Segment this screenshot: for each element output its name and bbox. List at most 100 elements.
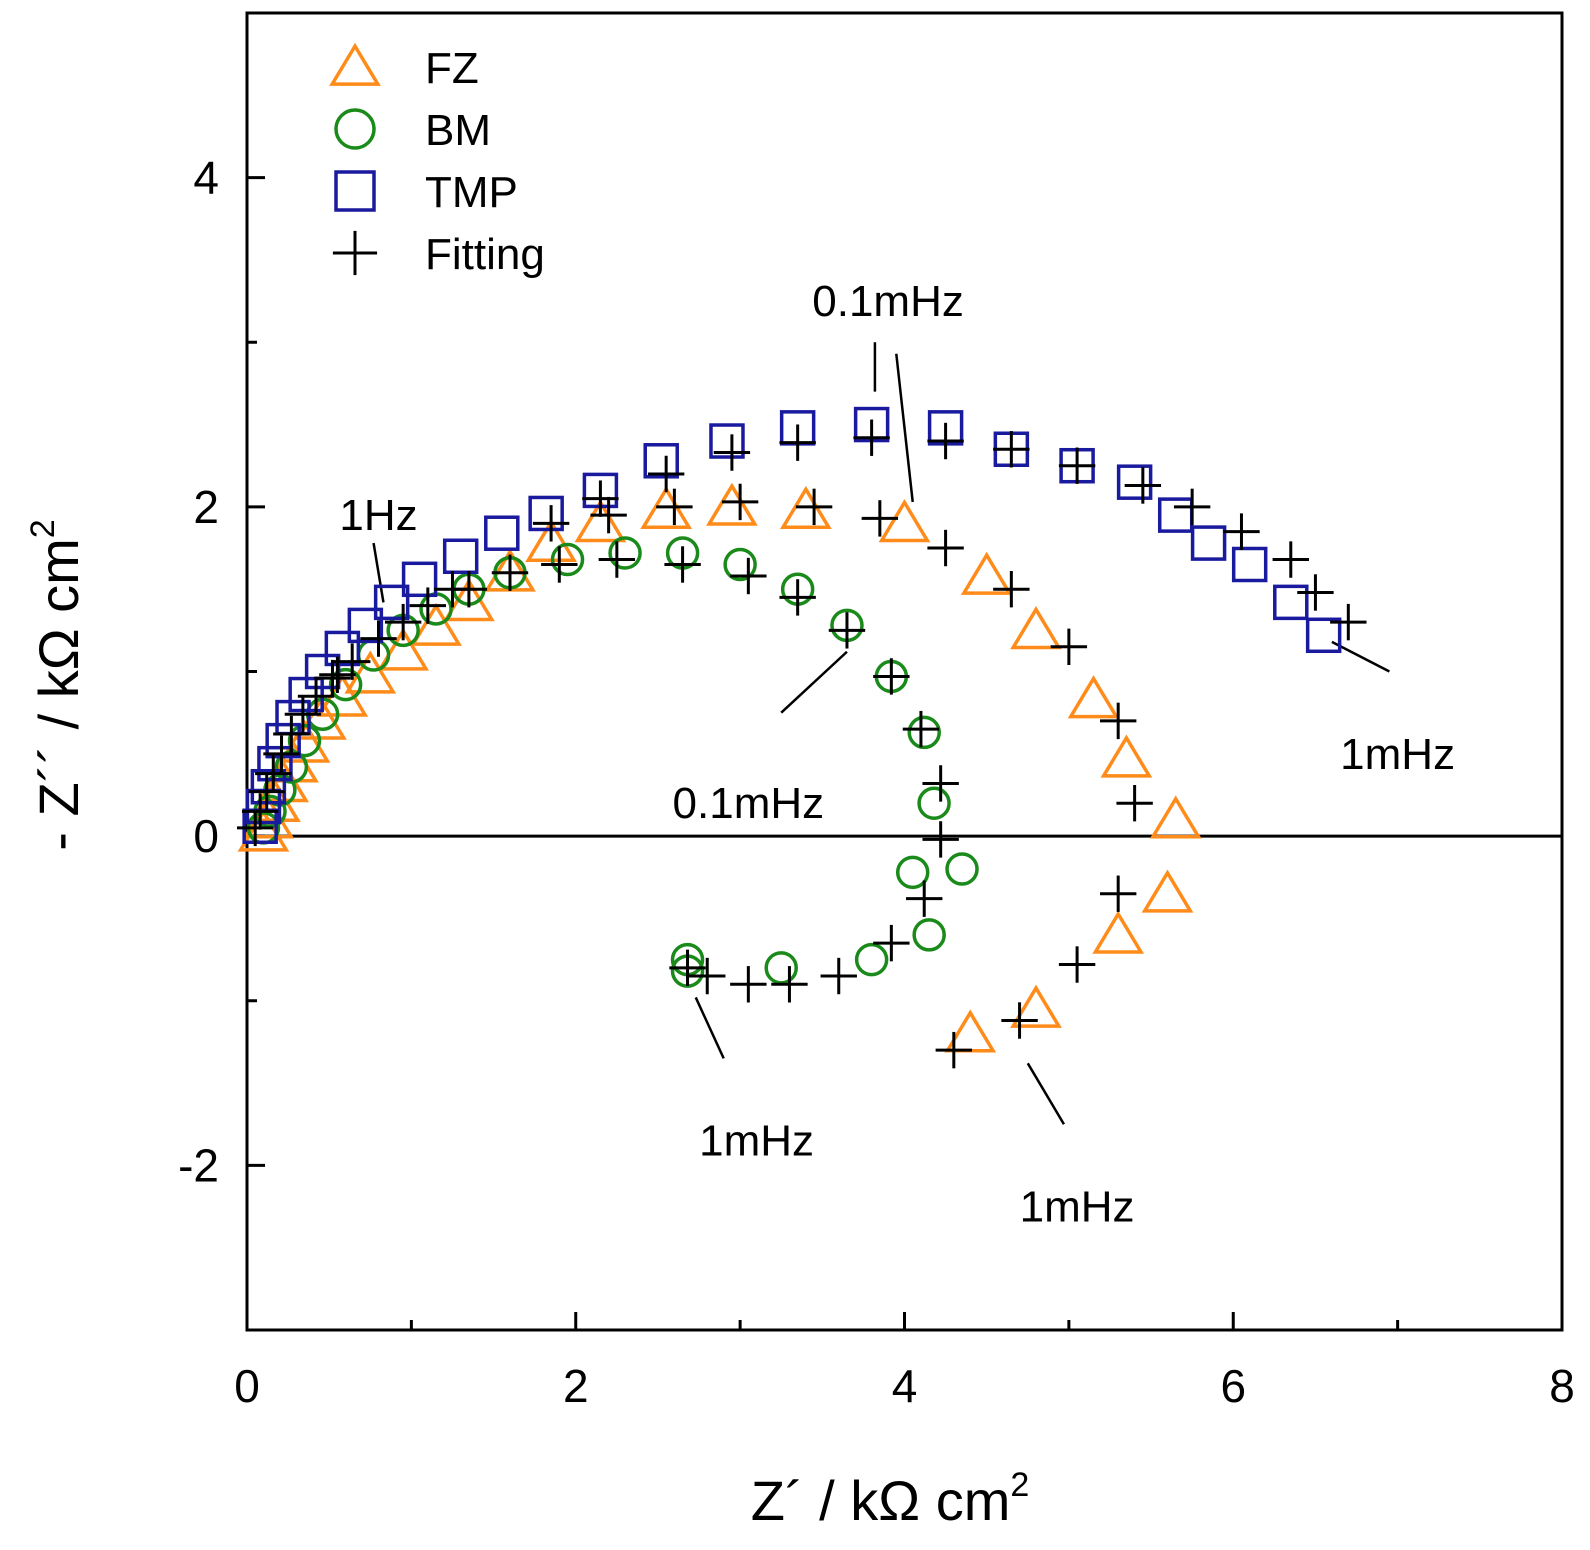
data-point-fitting — [795, 488, 833, 526]
annotation-label: 1mHz — [1020, 1183, 1135, 1232]
data-point-bm — [917, 786, 951, 820]
data-point-fitting — [730, 557, 767, 595]
data-point-fz — [1149, 795, 1202, 839]
data-point-fitting — [1099, 875, 1137, 912]
data-point-bm — [608, 536, 642, 570]
data-point-fitting — [263, 735, 300, 773]
legend-marker-fitting — [332, 230, 378, 276]
data-point-fitting — [779, 579, 816, 616]
data-point-tmp — [257, 745, 293, 782]
data-point-fitting — [1297, 574, 1334, 611]
data-point-bm — [907, 715, 941, 750]
data-point-fitting — [828, 612, 866, 649]
data-point-fitting — [922, 821, 959, 858]
data-point-fitting — [861, 500, 899, 537]
annotation-leader-line — [1026, 1062, 1066, 1125]
data-series — [237, 406, 1367, 1069]
data-point-fz — [1010, 606, 1062, 650]
data-point-fz — [878, 499, 931, 543]
legend-label-fitting: Fitting — [425, 230, 545, 279]
legend: FZ BM TMP Fitting — [329, 42, 545, 279]
data-point-fitting — [935, 1031, 973, 1069]
legend-marker-tmp — [334, 170, 376, 212]
data-point-fitting — [541, 546, 578, 583]
data-point-fitting — [360, 620, 397, 657]
x-axis-title-sup: 2 — [1010, 1466, 1029, 1504]
data-point-tmp — [484, 515, 520, 551]
data-point-fitting — [779, 424, 816, 461]
y-tick-label: 0 — [193, 810, 219, 862]
data-point-fitting — [237, 809, 274, 847]
annotation-leader-line — [694, 996, 725, 1059]
data-point-fitting — [409, 587, 447, 624]
data-point-fitting — [922, 765, 959, 802]
data-point-bm — [912, 918, 946, 952]
x-axis-title: Z´ / kΩ cm2 — [751, 1466, 1030, 1532]
data-point-fitting — [297, 677, 335, 715]
data-point-fz — [344, 650, 397, 694]
data-point-fitting — [384, 603, 422, 641]
y-tick-label: -2 — [178, 1139, 219, 1191]
data-point-fz — [410, 602, 462, 646]
data-point-fitting — [820, 957, 857, 995]
data-point-tmp — [1231, 546, 1268, 583]
data-point-fitting — [319, 656, 356, 693]
data-point-fitting — [1330, 603, 1367, 641]
y-axis-title: - Z´´ / kΩ cm2 — [24, 519, 90, 850]
data-point-tmp — [1190, 525, 1227, 561]
x-tick-label: 2 — [563, 1360, 589, 1412]
data-point-fitting — [248, 773, 285, 810]
data-point-fitting — [713, 434, 751, 471]
axes: 0 2 4 6 8 -2 0 2 4 — [178, 11, 1575, 1412]
data-point-fitting — [927, 529, 964, 567]
data-point-fitting — [873, 924, 910, 962]
legend-label-bm: BM — [425, 106, 491, 155]
data-point-tmp — [1116, 464, 1153, 500]
data-point-fitting — [1058, 447, 1096, 484]
data-point-fz — [1141, 869, 1194, 913]
data-point-bm — [764, 951, 798, 985]
data-point-fitting — [873, 658, 910, 695]
data-point-fitting — [689, 957, 726, 995]
data-point-fitting — [669, 949, 706, 987]
data-point-tmp — [250, 768, 287, 805]
data-point-bm — [287, 723, 322, 758]
data-point-fitting — [1099, 702, 1137, 740]
data-point-fitting — [656, 488, 693, 526]
y-axis-title-sup: 2 — [24, 519, 62, 538]
data-point-tmp — [442, 538, 479, 575]
annotation-label: 1Hz — [339, 491, 417, 540]
data-point-fz — [1010, 984, 1062, 1028]
data-point-fitting — [590, 496, 627, 534]
data-point-fitting — [532, 505, 570, 542]
series-fitting — [237, 419, 1367, 1069]
data-point-bm — [895, 855, 930, 890]
annotation-label: 0.1mHz — [673, 779, 825, 828]
data-point-bm — [328, 667, 363, 702]
data-point-fitting — [1058, 946, 1096, 983]
annotation-leader-line — [780, 650, 848, 714]
data-point-tmp — [1273, 584, 1309, 621]
data-point-tmp — [1157, 497, 1194, 533]
series-fz — [237, 482, 1202, 1053]
annotation-label: 1mHz — [1340, 730, 1455, 779]
legend-marker-fz — [329, 42, 381, 86]
data-point-fitting — [1124, 467, 1162, 504]
data-point-bm — [550, 542, 585, 577]
data-point-fitting — [1272, 541, 1309, 578]
data-point-fitting — [491, 554, 529, 591]
data-point-tmp — [401, 561, 438, 598]
legend-label-tmp: TMP — [425, 168, 518, 217]
x-tick-label: 0 — [234, 1360, 260, 1412]
annotation-leader-line — [372, 542, 385, 603]
y-axis-title-text: - Z´´ / kΩ cm — [27, 538, 90, 850]
data-point-bm — [854, 942, 889, 977]
legend-label-fz: FZ — [425, 44, 479, 93]
data-point-fitting — [927, 422, 964, 460]
series-tmp — [242, 406, 1342, 844]
data-point-tmp — [643, 443, 679, 479]
data-point-fitting — [993, 431, 1030, 468]
data-point-fz — [706, 482, 758, 526]
data-point-tmp — [265, 722, 301, 759]
